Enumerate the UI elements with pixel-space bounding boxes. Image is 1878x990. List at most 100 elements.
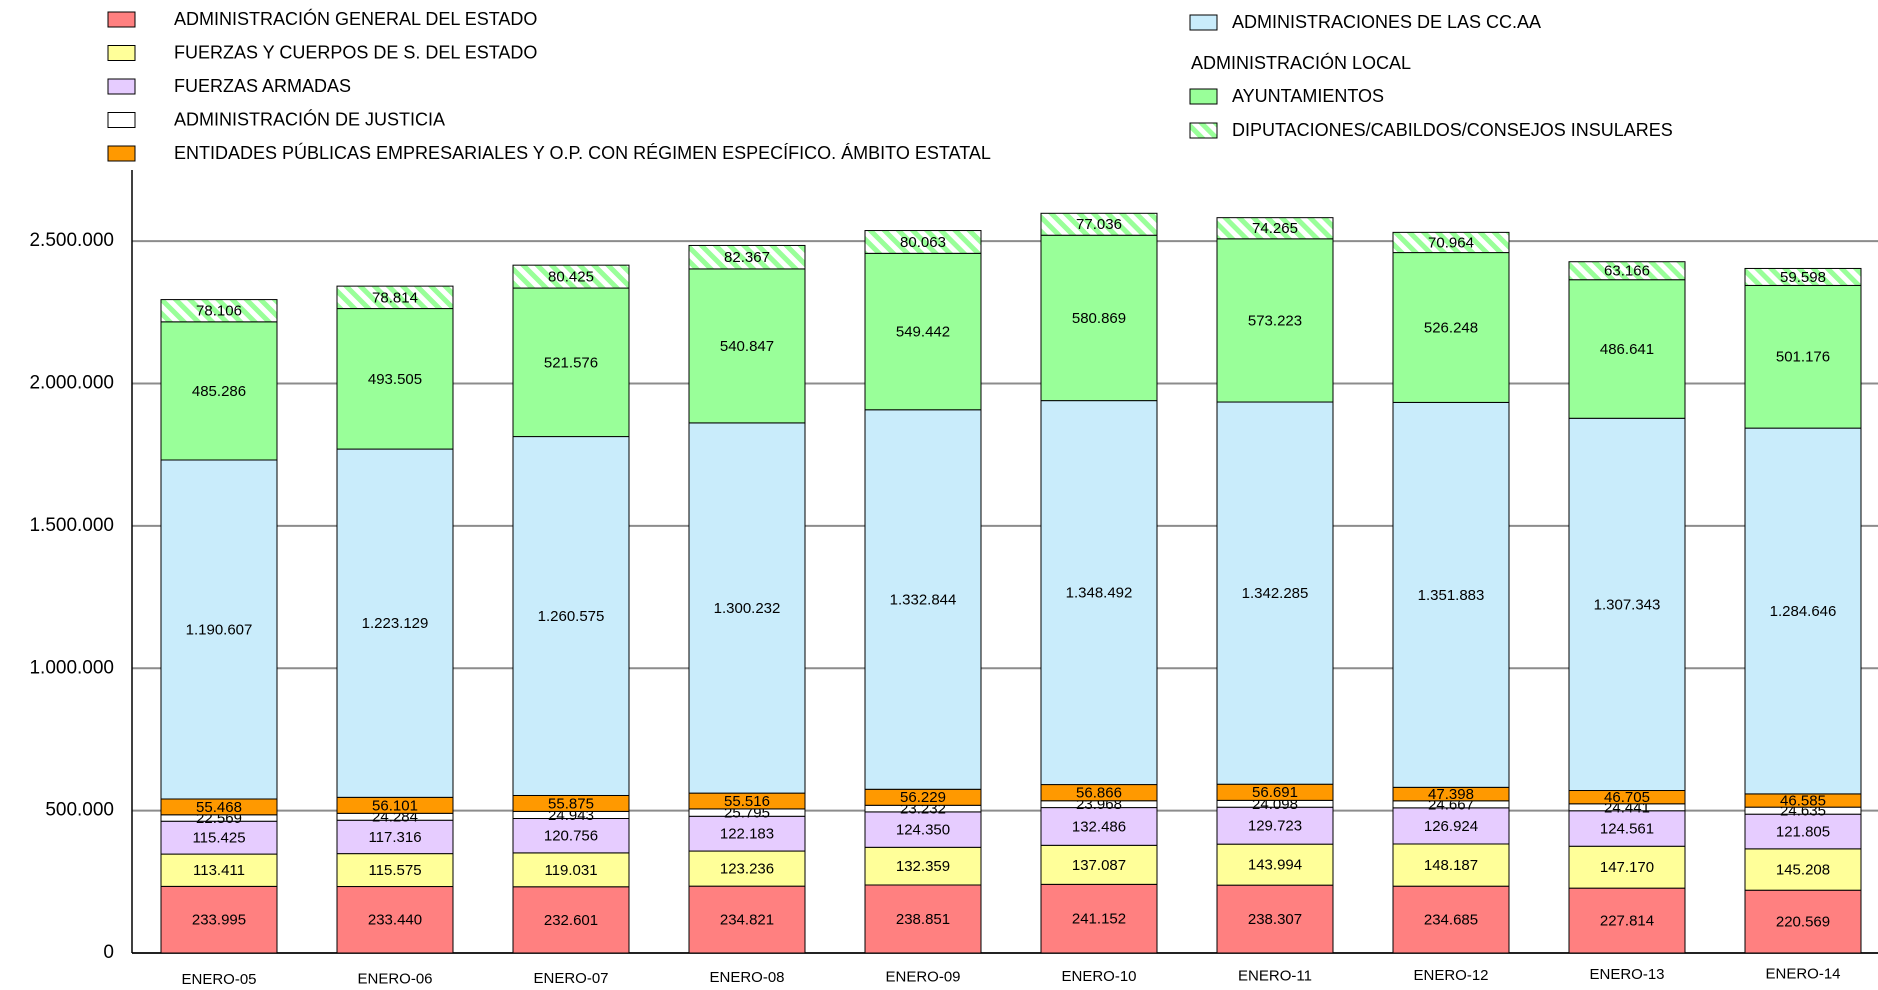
data-label: 220.569 — [1776, 914, 1830, 931]
legend-label: AYUNTAMIENTOS — [1232, 86, 1384, 106]
bar-segment — [336, 448, 454, 798]
bar-segment — [1392, 231, 1510, 254]
x-tick-label: ENERO-13 — [1589, 966, 1664, 983]
bar-segment — [864, 409, 982, 790]
data-label: 56.691 — [1252, 784, 1298, 801]
data-label: 238.307 — [1248, 911, 1302, 928]
data-label: 227.814 — [1600, 913, 1654, 930]
legend-swatch — [107, 145, 136, 162]
data-label: 1.342.285 — [1242, 585, 1309, 602]
data-label: 1.348.492 — [1066, 585, 1133, 602]
data-label: 77.036 — [1076, 216, 1122, 233]
bar-segment — [512, 436, 630, 796]
y-tick-label: 0 — [103, 942, 114, 963]
data-label: 1.307.343 — [1594, 596, 1661, 613]
y-tick-label: 1.000.000 — [29, 657, 114, 678]
data-label: 145.208 — [1776, 861, 1830, 878]
data-label: 56.229 — [900, 789, 946, 806]
data-label: 143.994 — [1248, 857, 1302, 874]
x-tick-label: ENERO-14 — [1765, 966, 1840, 983]
bar-segment — [1744, 848, 1862, 891]
data-label: 56.866 — [1076, 785, 1122, 802]
data-label: 78.106 — [196, 303, 242, 320]
x-tick-label: ENERO-09 — [885, 969, 960, 986]
bar-segment — [512, 852, 630, 888]
bar-segment — [1216, 217, 1334, 240]
bar-segment — [688, 422, 806, 794]
bar-segment — [1568, 279, 1686, 419]
x-tick-label: ENERO-05 — [181, 971, 256, 988]
data-label: 124.561 — [1600, 820, 1654, 837]
bar-segment — [1568, 417, 1686, 792]
bar-segment — [688, 885, 806, 954]
bar-segment — [1744, 427, 1862, 795]
data-label: 59.598 — [1780, 269, 1826, 286]
data-label: 549.442 — [896, 324, 950, 341]
data-label: 241.152 — [1072, 911, 1126, 928]
bar-segment — [1216, 238, 1334, 403]
bar-segment — [1040, 212, 1158, 236]
bar-segment — [160, 459, 278, 800]
legend-label: ENTIDADES PÚBLICAS EMPRESARIALES Y O.P. … — [174, 142, 991, 163]
y-tick-label: 2.500.000 — [29, 230, 114, 251]
bar-segment — [160, 885, 278, 954]
bar-segment — [512, 287, 630, 438]
data-label: 74.265 — [1252, 220, 1298, 237]
bar-segment — [1216, 806, 1334, 845]
data-label: 63.166 — [1604, 263, 1650, 280]
bar-segment — [1568, 261, 1686, 281]
data-label: 80.063 — [900, 234, 946, 251]
data-label: 1.260.575 — [538, 608, 605, 625]
bar-segment — [688, 850, 806, 887]
data-label: 147.170 — [1600, 859, 1654, 876]
data-label: 124.350 — [896, 822, 950, 839]
bar-segment — [1216, 401, 1334, 785]
bar-segment — [512, 264, 630, 289]
data-label: 580.869 — [1072, 310, 1126, 327]
y-tick-label: 500.000 — [45, 800, 114, 821]
data-label: 117.316 — [368, 829, 421, 846]
data-label: 233.440 — [368, 912, 422, 929]
data-label: 119.031 — [544, 862, 597, 879]
data-label: 126.924 — [1424, 818, 1478, 835]
data-label: 573.223 — [1248, 312, 1302, 329]
data-label: 55.468 — [196, 799, 242, 816]
data-label: 70.964 — [1428, 234, 1474, 251]
data-label: 486.641 — [1600, 341, 1654, 358]
data-label: 122.183 — [720, 826, 774, 843]
data-label: 1.300.232 — [714, 600, 781, 617]
bar-segment — [864, 884, 982, 954]
bar-segment — [336, 853, 454, 888]
data-label: 121.805 — [1776, 823, 1830, 840]
y-tick-label: 2.000.000 — [29, 373, 114, 394]
data-label: 115.575 — [368, 862, 421, 879]
data-label: 501.176 — [1776, 349, 1830, 366]
data-label: 238.851 — [896, 911, 950, 928]
bar-segment — [688, 244, 806, 270]
legend-swatch — [1189, 88, 1218, 105]
data-label: 132.359 — [896, 858, 950, 875]
legend-swatch — [107, 45, 136, 61]
legend-label: ADMINISTRACIONES DE LAS CC.AA — [1232, 12, 1541, 32]
x-tick-label: ENERO-12 — [1413, 967, 1488, 984]
bar-segment — [1040, 844, 1158, 885]
data-label: 1.284.646 — [1770, 603, 1837, 620]
bar-segment — [1392, 807, 1510, 845]
bar-segment — [864, 846, 982, 886]
bar-segment — [512, 886, 630, 954]
bar-segment — [864, 230, 982, 254]
data-label: 82.367 — [724, 249, 770, 266]
x-tick-label: ENERO-10 — [1061, 968, 1136, 985]
legend-swatch — [107, 11, 136, 28]
data-label: 132.486 — [1072, 818, 1126, 835]
legend-label: ADMINISTRACIÓN GENERAL DEL ESTADO — [174, 8, 537, 29]
data-label: 46.585 — [1780, 792, 1826, 809]
data-label: 1.190.607 — [186, 621, 253, 638]
bar-segment — [336, 308, 454, 450]
data-label: 55.875 — [548, 795, 594, 812]
bar-segment — [1744, 284, 1862, 429]
data-label: 115.425 — [192, 830, 245, 847]
bar-segment — [336, 285, 454, 310]
data-label: 129.723 — [1248, 818, 1302, 835]
